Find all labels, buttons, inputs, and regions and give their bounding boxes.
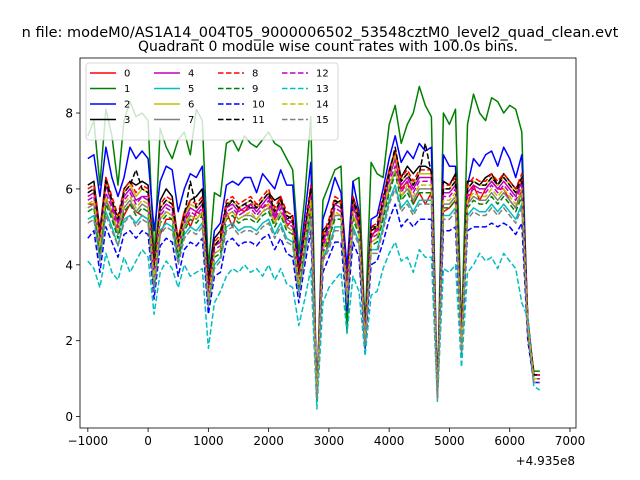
x-tick-label: 7000 — [555, 434, 586, 448]
legend-label-9: 9 — [252, 84, 258, 95]
legend-label-1: 1 — [124, 84, 130, 95]
series-line-13 — [87, 241, 541, 410]
legend-box — [85, 62, 339, 141]
x-tick-label: 3000 — [314, 434, 345, 448]
x-tick-label: 0 — [144, 434, 152, 448]
legend-label-8: 8 — [252, 69, 258, 80]
series-lines — [87, 85, 541, 410]
legend-label-15: 15 — [316, 115, 329, 126]
x-axis: −1000 0 1000 2000 3000 4000 5000 6000 7000 — [68, 428, 586, 448]
plot-frame — [79, 57, 577, 429]
x-offset-label: +4.935e8 — [516, 454, 575, 468]
figure-suptitle: n file: modeM0/AS1A14_004T05_9000006502_… — [22, 25, 619, 41]
legend-label-14: 14 — [316, 100, 329, 111]
series-line-15 — [87, 188, 540, 399]
legend-label-2: 2 — [124, 100, 130, 111]
legend-label-0: 0 — [124, 69, 130, 80]
legend-label-13: 13 — [316, 84, 329, 95]
y-tick-label: 6 — [65, 182, 73, 196]
legend-label-7: 7 — [188, 115, 194, 126]
x-tick-label: 4000 — [374, 434, 405, 448]
x-tick-label: 5000 — [434, 434, 465, 448]
x-tick-label: 6000 — [494, 434, 525, 448]
legend-label-11: 11 — [252, 115, 265, 126]
x-tick-label: −1000 — [68, 434, 109, 448]
legend-label-4: 4 — [188, 69, 194, 80]
legend-label-5: 5 — [188, 84, 194, 95]
y-tick-label: 0 — [65, 410, 73, 424]
legend-label-6: 6 — [188, 100, 194, 111]
x-tick-label: 1000 — [193, 434, 224, 448]
chart-title: Quadrant 0 module wise count rates with … — [138, 39, 518, 55]
legend-label-10: 10 — [252, 100, 265, 111]
series-line-11 — [87, 142, 540, 395]
y-axis: 0 2 4 6 8 — [65, 107, 80, 424]
y-tick-label: 2 — [65, 334, 73, 348]
legend-label-3: 3 — [124, 115, 130, 126]
y-tick-label: 8 — [65, 107, 73, 121]
y-tick-label: 4 — [65, 258, 73, 272]
legend-label-12: 12 — [316, 69, 329, 80]
x-tick-label: 2000 — [253, 434, 284, 448]
